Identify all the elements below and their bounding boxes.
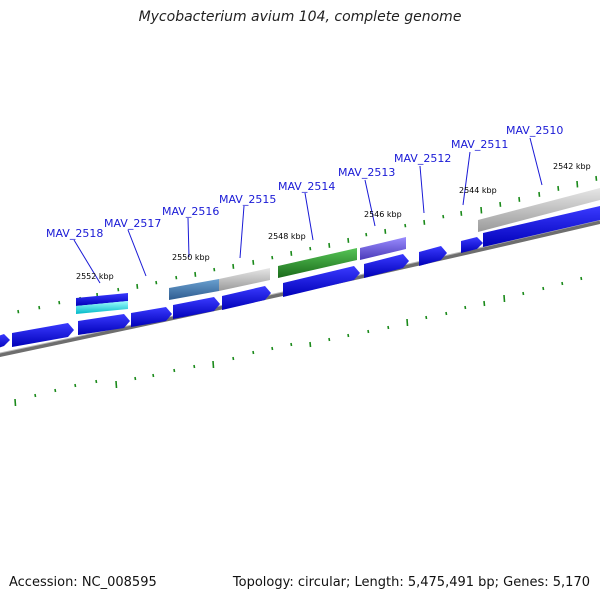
map-title: Mycobacterium avium 104, complete genome bbox=[138, 9, 462, 25]
gene-arrow-10[interactable] bbox=[461, 237, 483, 253]
gene-box-mav-2515[interactable] bbox=[219, 268, 270, 291]
gene-label-mav-2517[interactable]: MAV_2517 bbox=[104, 217, 161, 230]
gene-arrow-4[interactable] bbox=[131, 307, 172, 327]
scale-label-2546: 2546 kbp bbox=[364, 210, 402, 219]
gene-box-mav-2518-blue[interactable] bbox=[76, 293, 128, 306]
gene-arrow-7[interactable] bbox=[283, 266, 360, 297]
gene-label-mav-2510[interactable]: MAV_2510 bbox=[506, 124, 563, 137]
gene-label-mav-2518[interactable]: MAV_2518 bbox=[46, 227, 103, 240]
gene-box-mav-2513[interactable] bbox=[360, 237, 406, 260]
gene-label-mav-2515[interactable]: MAV_2515 bbox=[219, 193, 276, 206]
gene-arrow-2[interactable] bbox=[12, 323, 74, 347]
scale-label-2552: 2552 kbp bbox=[76, 272, 114, 281]
gene-arrow-8[interactable] bbox=[364, 254, 409, 278]
gene-box-mav-2510[interactable] bbox=[478, 188, 600, 232]
gene-label-mav-2514[interactable]: MAV_2514 bbox=[278, 180, 335, 193]
gene-arrow-11[interactable] bbox=[483, 206, 600, 247]
gene-box-mav-2516[interactable] bbox=[169, 279, 219, 300]
gene-box-mav-2514[interactable] bbox=[278, 248, 357, 278]
gene-arrow-5[interactable] bbox=[173, 297, 220, 319]
gene-arrow-1[interactable] bbox=[0, 334, 10, 349]
scale-label-2550: 2550 kbp bbox=[172, 253, 210, 262]
gene-arrow-3[interactable] bbox=[78, 314, 130, 335]
gene-label-mav-2512[interactable]: MAV_2512 bbox=[394, 152, 451, 165]
gene-arrow-6[interactable] bbox=[222, 286, 271, 310]
label-leaders bbox=[73, 137, 543, 284]
gene-box-mav-2518-cyan[interactable] bbox=[76, 301, 128, 314]
accession-text: Accession: NC_008595 bbox=[9, 575, 157, 590]
gene-arrow-9[interactable] bbox=[419, 246, 447, 266]
gene-track bbox=[0, 188, 600, 349]
genome-summary-text: Topology: circular; Length: 5,475,491 bp… bbox=[232, 575, 590, 590]
gene-label-mav-2513[interactable]: MAV_2513 bbox=[338, 166, 395, 179]
gc-content-inner-track bbox=[14, 276, 583, 407]
scale-label-2548: 2548 kbp bbox=[268, 232, 306, 241]
scale-label-2542: 2542 kbp bbox=[553, 162, 591, 171]
scale-label-2544: 2544 kbp bbox=[459, 186, 497, 195]
gene-label-mav-2511[interactable]: MAV_2511 bbox=[451, 138, 508, 151]
gene-label-mav-2516[interactable]: MAV_2516 bbox=[162, 205, 219, 218]
